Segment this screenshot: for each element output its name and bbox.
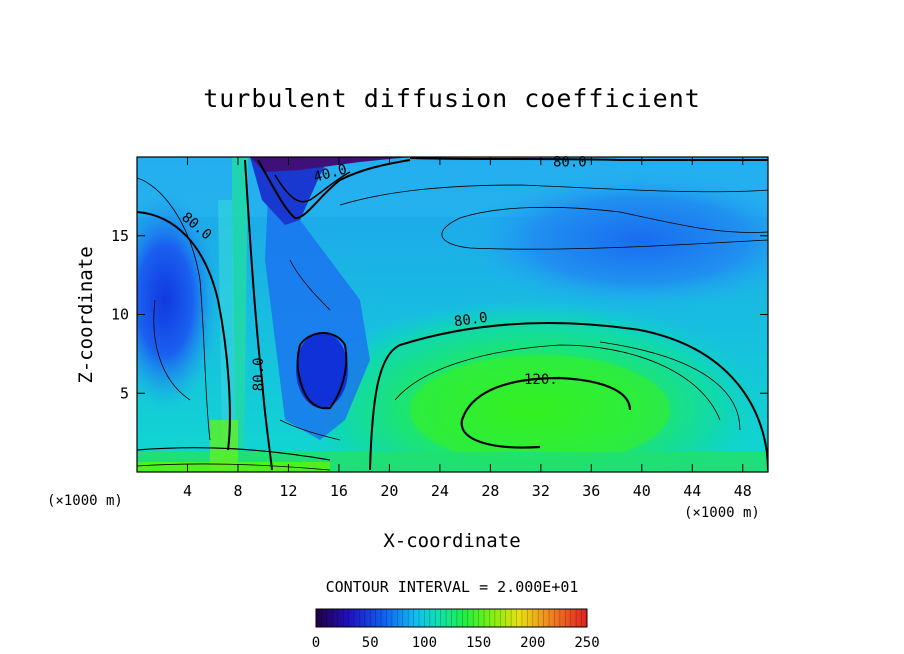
x-unit-right-label: (×1000 m) bbox=[684, 505, 760, 521]
colorbar-tick-label: 200 bbox=[520, 635, 545, 651]
colorbar-tick-label: 150 bbox=[466, 635, 491, 651]
y-axis-ticks: 5 10 15 bbox=[111, 227, 768, 402]
colorbar-tick-label: 50 bbox=[362, 635, 379, 651]
colorbar-tick-label: 0 bbox=[312, 635, 320, 651]
x-tick-label: 4 bbox=[183, 482, 192, 500]
x-tick-label: 28 bbox=[481, 482, 499, 500]
green-vertical-strip bbox=[232, 157, 248, 460]
x-unit-left-label: (×1000 m) bbox=[47, 493, 123, 509]
dark-blue-minimum bbox=[296, 332, 348, 408]
contour-80-left bbox=[137, 211, 231, 451]
x-tick-label: 36 bbox=[582, 482, 600, 500]
left-blue-region bbox=[137, 190, 220, 410]
contour-label: 80.0 bbox=[553, 154, 587, 170]
x-tick-label: 32 bbox=[532, 482, 550, 500]
colorbar-stripes bbox=[321, 609, 582, 627]
x-tick-label: 8 bbox=[233, 482, 242, 500]
contour-interval-label: CONTOUR INTERVAL = 2.000E+01 bbox=[326, 578, 579, 596]
x-axis-ticks: 4 8 12 16 20 24 28 32 36 40 44 48 bbox=[183, 157, 752, 500]
x-axis-label: X-coordinate bbox=[383, 530, 520, 552]
colorbar-tick-labels: 0 50 100 150 200 250 bbox=[312, 635, 600, 651]
colorbar-tick-label: 250 bbox=[574, 635, 599, 651]
contour-label: 120. bbox=[524, 372, 558, 388]
x-tick-label: 20 bbox=[380, 482, 398, 500]
colorbar-tick-label: 100 bbox=[412, 635, 437, 651]
purple-top-minimum bbox=[250, 157, 410, 172]
y-tick-label: 10 bbox=[111, 306, 129, 324]
x-tick-label: 16 bbox=[330, 482, 348, 500]
contour-lines bbox=[137, 157, 768, 471]
y-tick-label: 5 bbox=[120, 384, 129, 402]
chart-title: turbulent diffusion coefficient bbox=[203, 84, 701, 113]
y-tick-label: 15 bbox=[111, 227, 129, 245]
x-tick-label: 44 bbox=[683, 482, 701, 500]
x-tick-label: 12 bbox=[279, 482, 297, 500]
x-tick-label: 24 bbox=[431, 482, 449, 500]
y-axis-label: Z-coordinate bbox=[75, 246, 97, 383]
upper-dark-blue-region bbox=[250, 157, 330, 225]
contour-80-right bbox=[369, 321, 768, 471]
x-tick-label: 40 bbox=[633, 482, 651, 500]
contour-120 bbox=[460, 376, 632, 449]
upper-right-blue-region bbox=[460, 170, 768, 310]
colorbar bbox=[315, 608, 588, 628]
contour-80-center bbox=[244, 159, 273, 471]
x-tick-label: 48 bbox=[734, 482, 752, 500]
contour-label: 80.0 bbox=[251, 357, 267, 391]
field-layer bbox=[137, 157, 768, 472]
contour-label: 80.0 bbox=[453, 310, 489, 331]
contour-40 bbox=[296, 332, 348, 410]
